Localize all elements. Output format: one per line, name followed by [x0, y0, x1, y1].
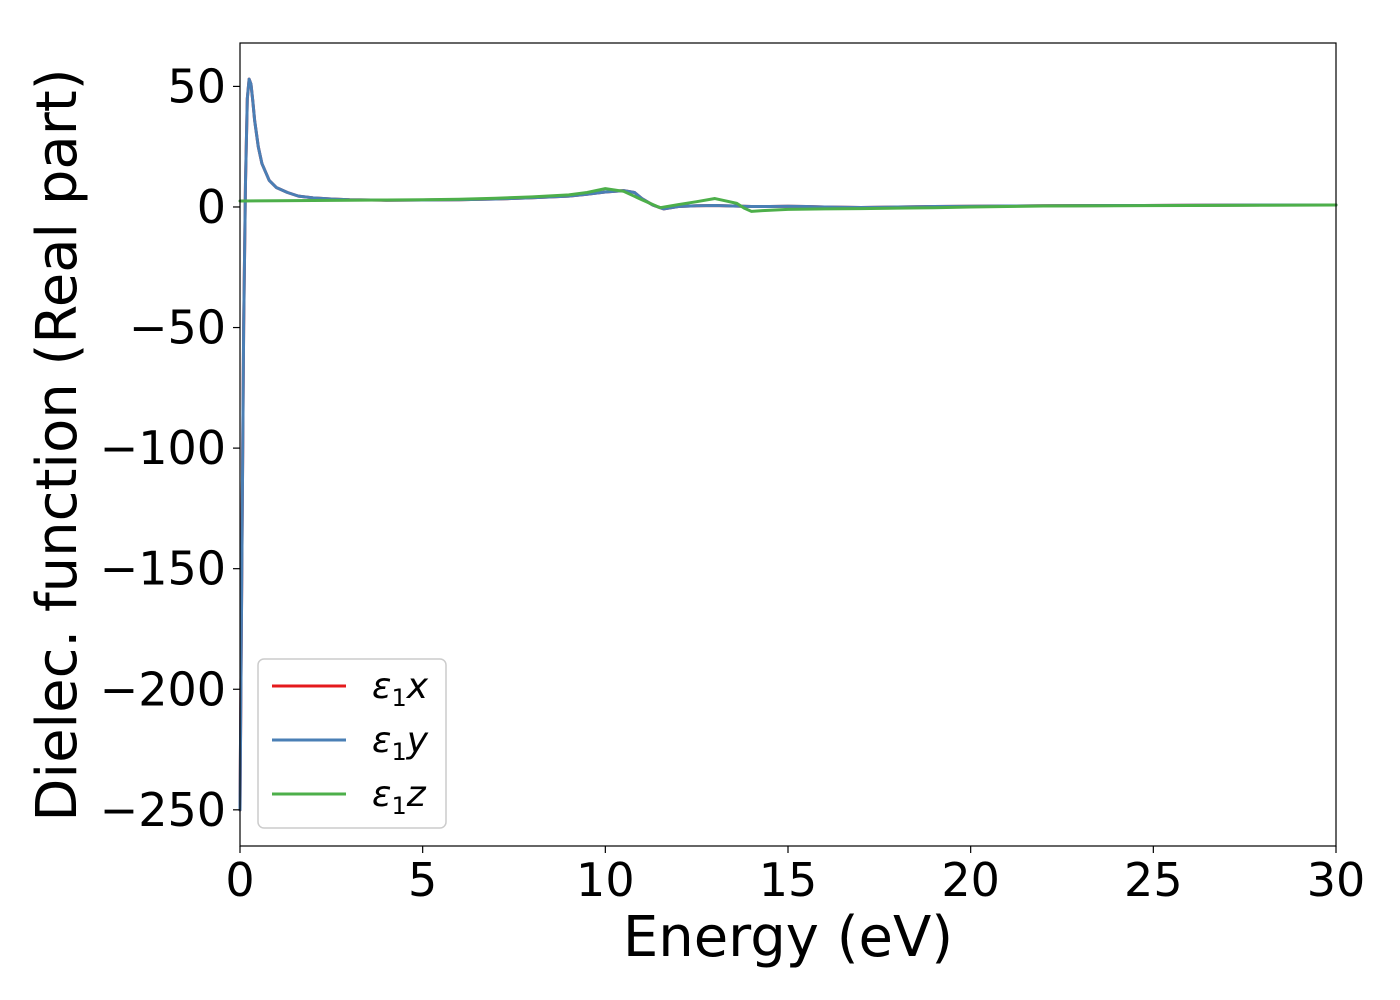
y-tick-label: −250	[100, 783, 226, 837]
x-axis-title: Energy (eV)	[623, 905, 953, 970]
y-tick-label: −150	[100, 542, 226, 596]
legend: ε1x ε1y ε1z	[257, 658, 447, 829]
legend-label-x: ε1x	[372, 666, 429, 712]
legend-label-y: ε1y	[372, 720, 429, 766]
y-tick-label: −100	[100, 421, 226, 475]
x-tick-label: 5	[408, 853, 437, 907]
x-tick-label: 30	[1307, 853, 1366, 907]
y-axis-title: Dielec. function (Real part)	[25, 68, 90, 821]
y-tick-label: −200	[100, 662, 226, 716]
y-tick-label: 0	[197, 180, 226, 234]
series-line-z	[238, 187, 1338, 213]
y-tick-label: 50	[167, 59, 226, 113]
x-tick-label: 10	[576, 853, 635, 907]
x-tick-label: 0	[225, 853, 254, 907]
x-axis: 0 5 10 15 20 25 30	[225, 846, 1365, 907]
x-tick-label: 25	[1124, 853, 1183, 907]
y-tick-label: −50	[129, 301, 226, 355]
y-axis: 50 0 −50 −100 −150 −200 −250	[100, 59, 240, 837]
series-layer	[238, 77, 1338, 812]
legend-label-z: ε1z	[372, 774, 427, 820]
x-tick-label: 20	[941, 853, 1000, 907]
x-tick-label: 15	[759, 853, 818, 907]
legend-box	[257, 658, 447, 829]
